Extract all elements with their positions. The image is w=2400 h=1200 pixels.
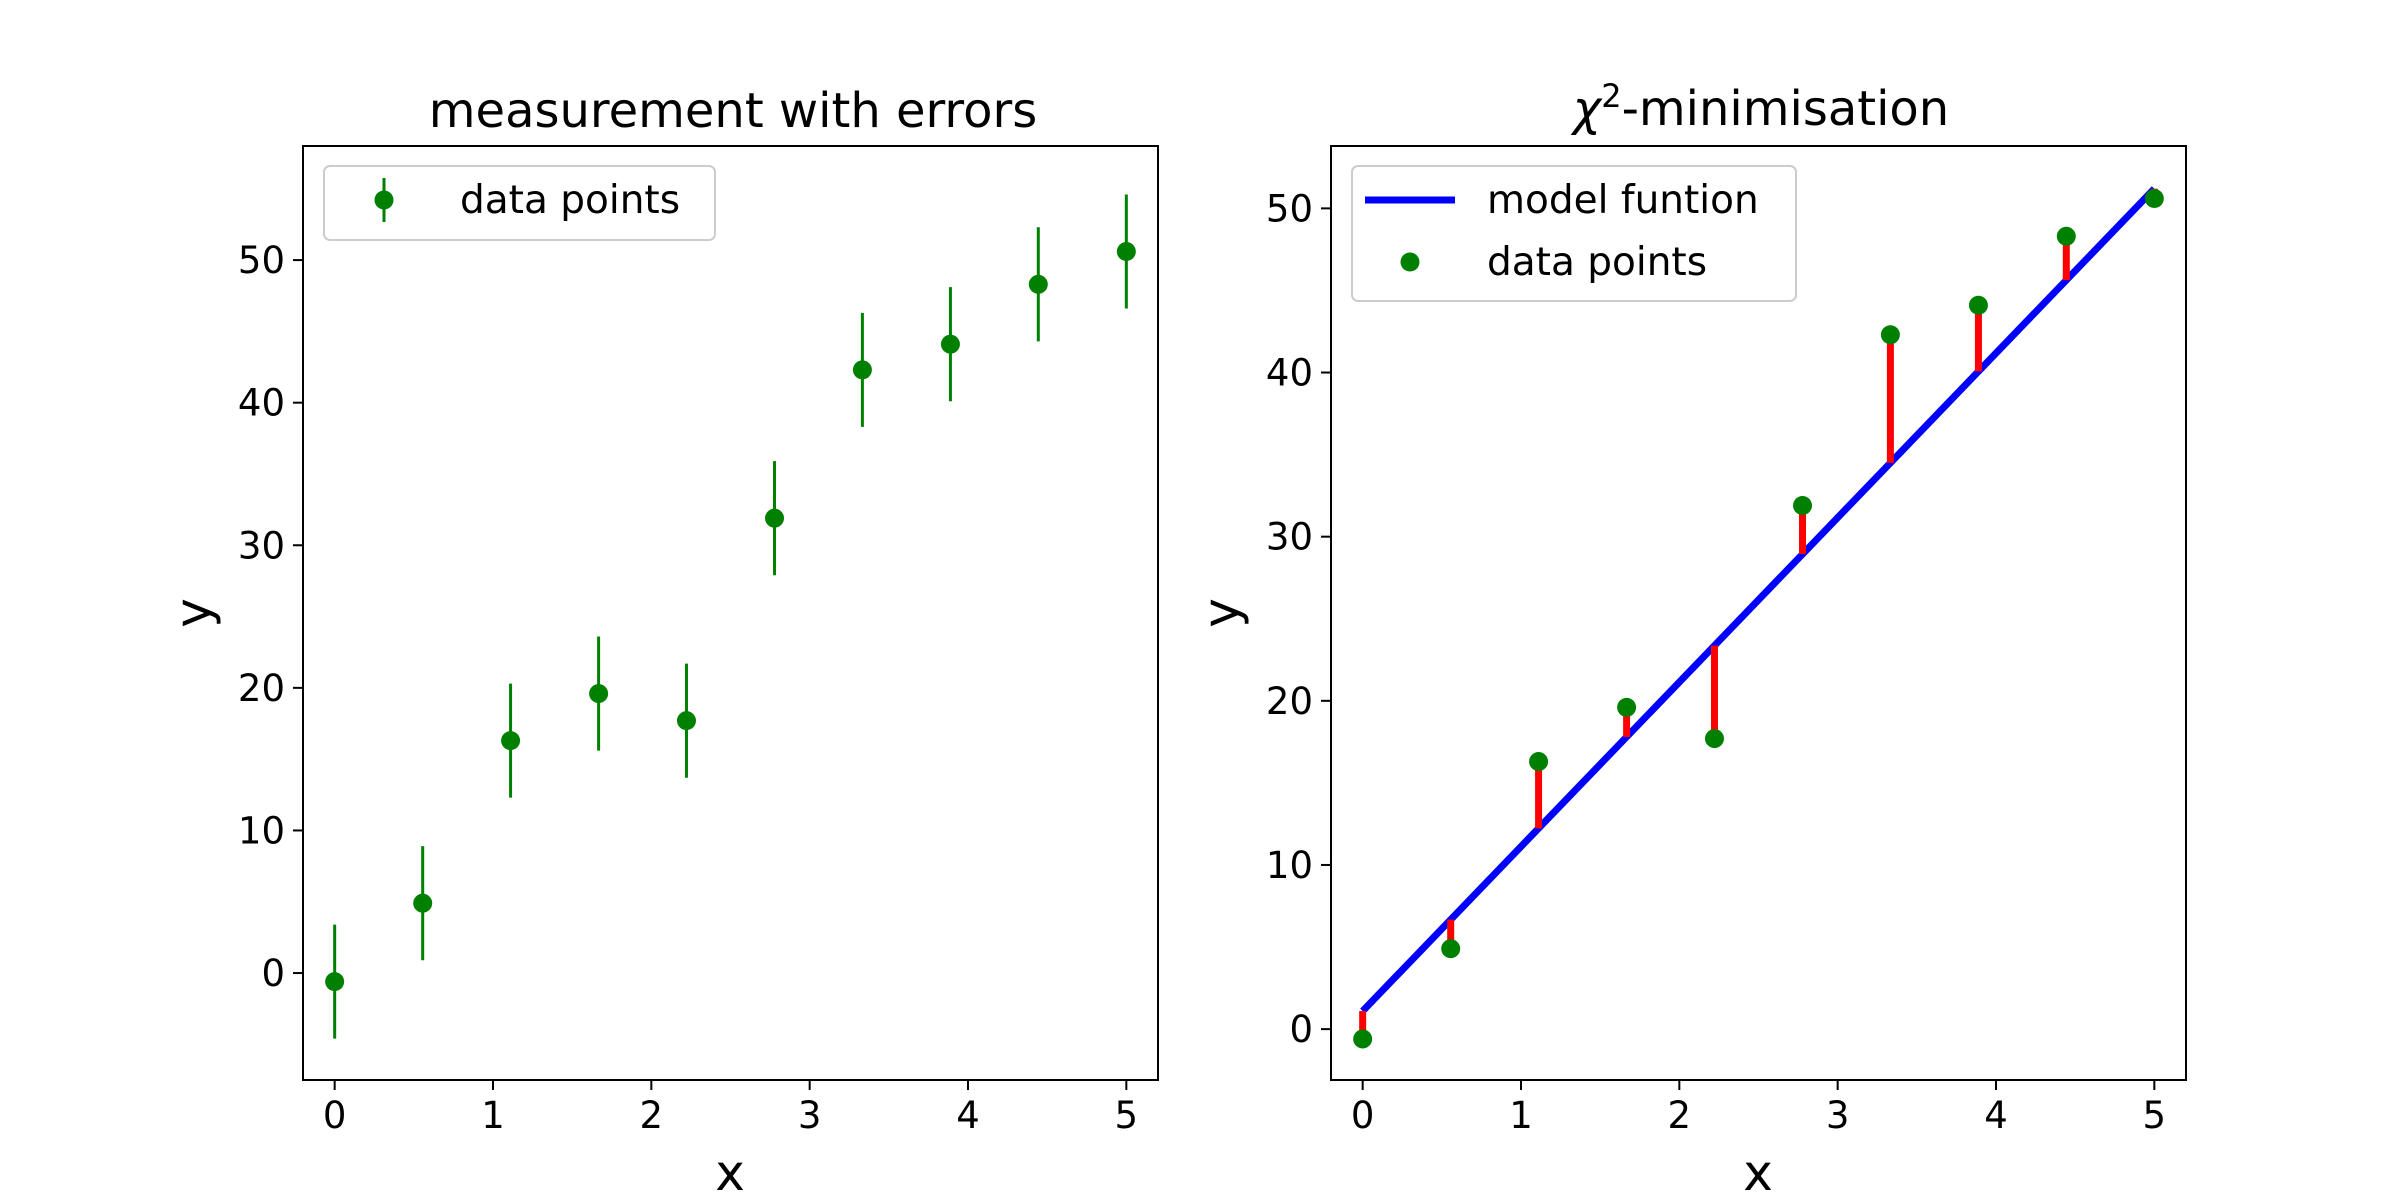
chart-title-main: χ	[1570, 81, 1603, 137]
legend-label-data-points: data points	[1487, 240, 1707, 285]
data-point	[1704, 729, 1724, 749]
data-point	[1441, 939, 1461, 959]
y-tick-label: 30	[1266, 516, 1313, 559]
plot-frame	[302, 145, 1159, 1081]
y-axis-label: y	[164, 598, 222, 628]
data-point	[852, 360, 872, 380]
x-tick-label: 5	[2143, 1094, 2167, 1137]
data-point	[1116, 242, 1136, 262]
x-tick-label: 1	[481, 1094, 505, 1137]
x-tick-label: 4	[956, 1094, 980, 1137]
y-tick-label: 20	[238, 667, 285, 710]
data-point	[1617, 697, 1637, 717]
x-tick-label: 4	[1984, 1094, 2008, 1137]
plot-frame	[1330, 145, 2187, 1081]
data-point	[1028, 274, 1048, 294]
chart-title: χ2-minimisation	[1570, 77, 1949, 137]
chart-title-rest: -minimisation	[1622, 81, 1950, 137]
x-tick-label: 3	[1826, 1094, 1850, 1137]
y-axis-label: y	[1192, 598, 1250, 628]
x-tick-label: 0	[323, 1094, 347, 1137]
x-tick-label: 2	[640, 1094, 664, 1137]
y-tick-label: 40	[1266, 352, 1313, 395]
panel-measurement-with-errors: measurement with errors 0 1 2 3 4 50102030405…	[164, 83, 1159, 1200]
legend-frame	[1351, 165, 1797, 302]
x-axis-label: x	[715, 1144, 745, 1200]
y-tick-label: 0	[1289, 1008, 1313, 1051]
y-tick-label: 0	[261, 952, 285, 995]
legend: model funtion data points	[1351, 165, 1797, 302]
data-point	[676, 711, 696, 731]
y-tick-label: 30	[238, 524, 285, 567]
data-point	[940, 334, 960, 354]
legend: data points	[323, 165, 716, 241]
chart-title: measurement with errors	[429, 83, 1037, 139]
y-tick-label: 40	[238, 382, 285, 425]
y-tick-label: 20	[1266, 680, 1313, 723]
chart-title-superscript: 2	[1601, 77, 1621, 115]
legend-label-model-funtion: model funtion	[1487, 178, 1759, 223]
legend-label-data-points: data points	[460, 178, 680, 223]
x-axis-label: x	[1743, 1144, 1773, 1200]
y-tick-label: 10	[238, 809, 285, 852]
data-point	[2056, 226, 2076, 246]
data-point	[1880, 325, 1900, 345]
data-point	[589, 684, 609, 704]
y-tick-label: 10	[1266, 844, 1313, 887]
y-tick-label: 50	[1266, 187, 1313, 230]
data-point	[1529, 752, 1549, 772]
x-tick-label: 5	[1115, 1094, 1139, 1137]
data-point	[413, 893, 433, 913]
x-tick-label: 3	[798, 1094, 822, 1137]
data-point	[2144, 189, 2164, 209]
x-tick-label: 2	[1668, 1094, 1692, 1137]
legend-point-marker	[1400, 252, 1420, 272]
data-point	[325, 972, 345, 992]
model-function-line	[1360, 186, 2157, 1014]
data-point	[1353, 1029, 1373, 1049]
data-point	[765, 508, 785, 528]
x-tick-label: 0	[1351, 1094, 1375, 1137]
data-point	[1968, 295, 1988, 315]
data-point	[1793, 495, 1813, 515]
legend-point-marker	[374, 190, 394, 210]
data-point	[501, 731, 521, 751]
y-tick-label: 50	[238, 239, 285, 282]
legend-frame	[323, 165, 716, 241]
x-tick-label: 1	[1509, 1094, 1533, 1137]
